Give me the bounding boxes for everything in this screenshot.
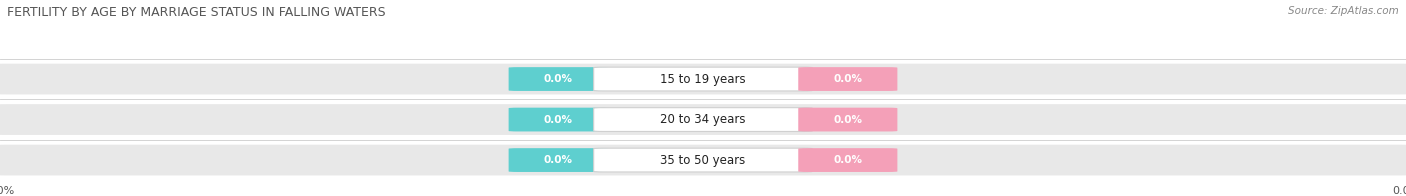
FancyBboxPatch shape <box>509 148 607 172</box>
FancyBboxPatch shape <box>593 148 813 172</box>
Text: Source: ZipAtlas.com: Source: ZipAtlas.com <box>1288 6 1399 16</box>
FancyBboxPatch shape <box>799 108 897 132</box>
Text: 0.0%: 0.0% <box>834 74 862 84</box>
FancyBboxPatch shape <box>799 148 897 172</box>
Text: 35 to 50 years: 35 to 50 years <box>661 154 745 167</box>
FancyBboxPatch shape <box>593 67 813 91</box>
Text: 20 to 34 years: 20 to 34 years <box>661 113 745 126</box>
FancyBboxPatch shape <box>0 145 1406 175</box>
Text: FERTILITY BY AGE BY MARRIAGE STATUS IN FALLING WATERS: FERTILITY BY AGE BY MARRIAGE STATUS IN F… <box>7 6 385 19</box>
Text: 0.0%: 0.0% <box>834 114 862 125</box>
FancyBboxPatch shape <box>0 64 1406 94</box>
FancyBboxPatch shape <box>0 104 1406 135</box>
Text: 0.0%: 0.0% <box>544 155 572 165</box>
Text: 0.0%: 0.0% <box>544 74 572 84</box>
FancyBboxPatch shape <box>509 67 607 91</box>
FancyBboxPatch shape <box>593 108 813 132</box>
FancyBboxPatch shape <box>799 67 897 91</box>
Text: 15 to 19 years: 15 to 19 years <box>661 73 745 85</box>
Text: 0.0%: 0.0% <box>834 155 862 165</box>
FancyBboxPatch shape <box>509 108 607 132</box>
Text: 0.0%: 0.0% <box>544 114 572 125</box>
